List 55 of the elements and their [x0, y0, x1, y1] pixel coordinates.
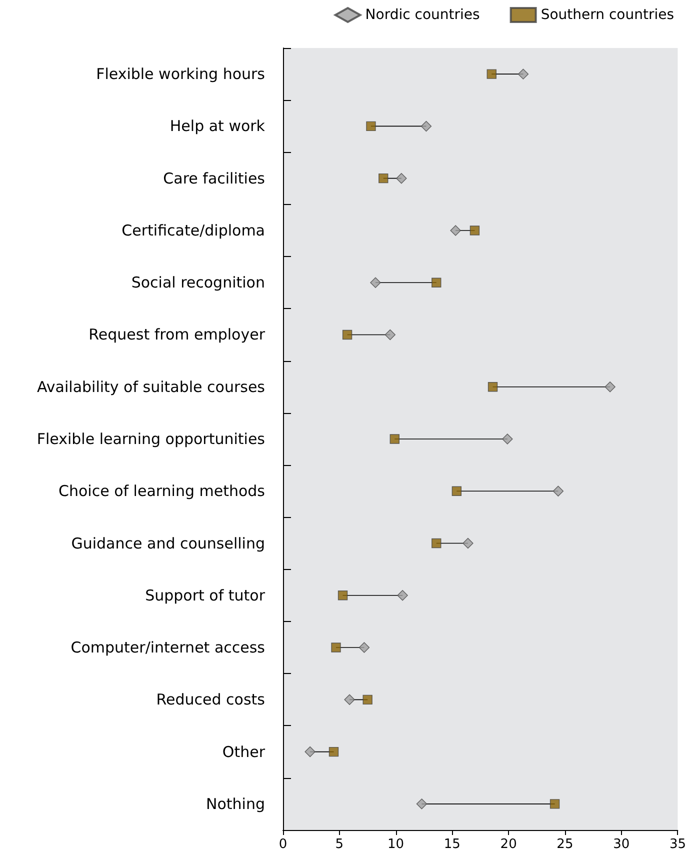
point: [396, 172, 407, 184]
y-tick-label: Request from employer: [88, 326, 266, 344]
x-tick-label: 30: [613, 837, 630, 852]
y-tick-label: Certificate/diploma: [122, 221, 265, 240]
point: [370, 277, 381, 288]
point: [416, 798, 428, 810]
point: [384, 329, 396, 340]
legend-label: Southern countries: [540, 7, 674, 23]
point: [502, 434, 513, 444]
point: [390, 434, 400, 444]
point: [486, 69, 496, 79]
point: [397, 590, 408, 601]
point: [366, 121, 376, 132]
point: [420, 120, 432, 132]
y-tick-label: Other: [222, 742, 266, 761]
point: [362, 694, 372, 705]
point: [450, 225, 461, 236]
x-tick-label: 25: [556, 837, 574, 852]
y-tick-label: Reduced costs: [156, 690, 266, 709]
point: [344, 694, 355, 706]
x-tick-label: 10: [388, 837, 404, 852]
y-tick-label: Computer/internet access: [70, 638, 266, 657]
y-tick-label: Help at work: [170, 117, 266, 136]
point: [358, 642, 370, 653]
point: [432, 278, 442, 288]
y-tick-label: Support of tutor: [145, 586, 266, 604]
legend-label: Nordic countries: [365, 7, 480, 23]
point: [550, 799, 560, 809]
x-tick-label: 0: [278, 837, 288, 852]
point: [488, 382, 498, 392]
y-tick-label: Nothing: [206, 794, 265, 813]
x-tick-label: 5: [335, 837, 344, 852]
point: [518, 68, 529, 80]
point: [328, 746, 339, 757]
y-tick-label: Social recognition: [131, 274, 265, 292]
point: [338, 590, 348, 600]
point: [304, 746, 316, 758]
y-tick-label: Guidance and counselling: [71, 534, 265, 552]
y-tick-label: Care facilities: [163, 169, 266, 188]
point: [462, 538, 474, 549]
y-tick-label: Flexible working hours: [96, 65, 266, 84]
point: [470, 226, 480, 236]
point: [378, 173, 388, 184]
point: [604, 382, 616, 392]
y-tick-label: Flexible learning opportunities: [36, 430, 266, 448]
x-tick-label: 15: [444, 837, 460, 852]
point: [342, 330, 352, 340]
point: [552, 486, 564, 496]
point: [452, 486, 462, 496]
y-tick-label: Choice of learning methods: [58, 482, 266, 500]
point: [331, 642, 341, 652]
x-tick-label: 20: [500, 837, 517, 852]
x-tick-label: 35: [669, 837, 686, 852]
point: [432, 538, 442, 548]
y-tick-label: Availability of suitable courses: [37, 378, 266, 396]
